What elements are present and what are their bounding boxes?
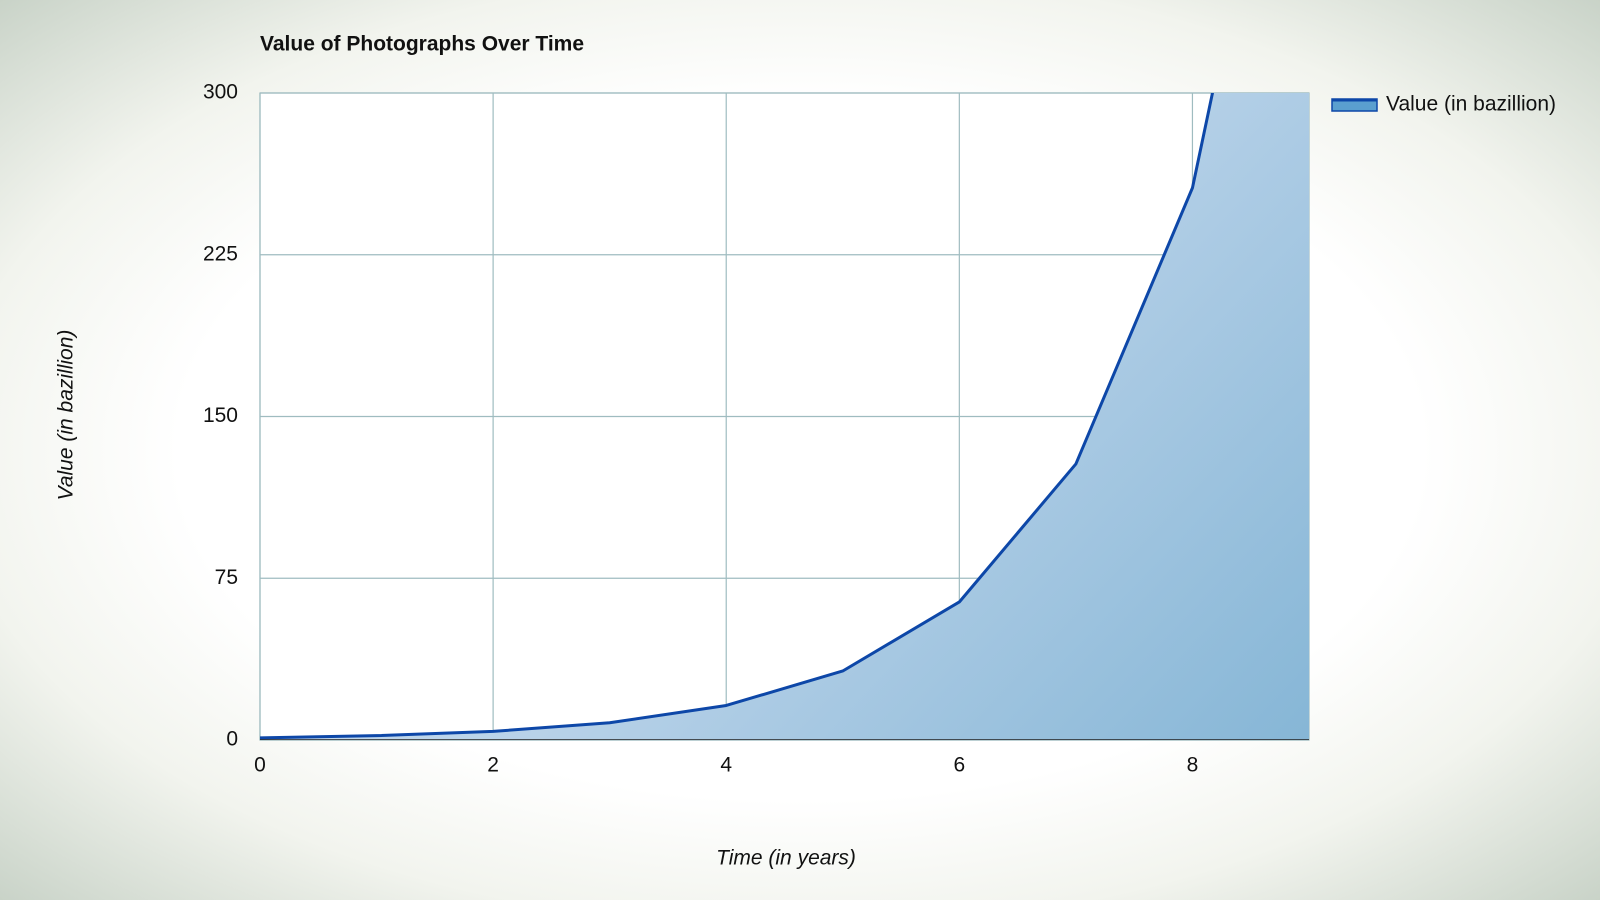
data-layer xyxy=(260,93,1309,740)
x-tick-label: 4 xyxy=(720,754,732,777)
x-tick-label: 0 xyxy=(254,754,266,777)
x-tick-label: 6 xyxy=(953,754,965,777)
y-axis-label: Value (in bazillion) xyxy=(55,330,78,501)
y-tick-label: 150 xyxy=(203,404,238,427)
y-tick-label: 75 xyxy=(215,566,238,589)
y-tick-label: 300 xyxy=(203,81,238,104)
line xyxy=(260,93,1215,740)
area-fill xyxy=(260,93,1309,740)
x-tick-label: 2 xyxy=(487,754,499,777)
labels: 0 75 150 225 300 0 2 4 6 8 Value (in bazillion) xyxy=(203,81,1556,777)
y-tick-label: 0 xyxy=(226,728,238,751)
y-tick-label: 225 xyxy=(203,242,238,265)
x-tick-label: 8 xyxy=(1187,754,1199,777)
x-axis-label: Time (in years) xyxy=(716,847,856,870)
chart-title: Value of Photographs Over Time xyxy=(260,33,584,56)
legend-label: Value (in bazillion) xyxy=(1386,93,1556,116)
